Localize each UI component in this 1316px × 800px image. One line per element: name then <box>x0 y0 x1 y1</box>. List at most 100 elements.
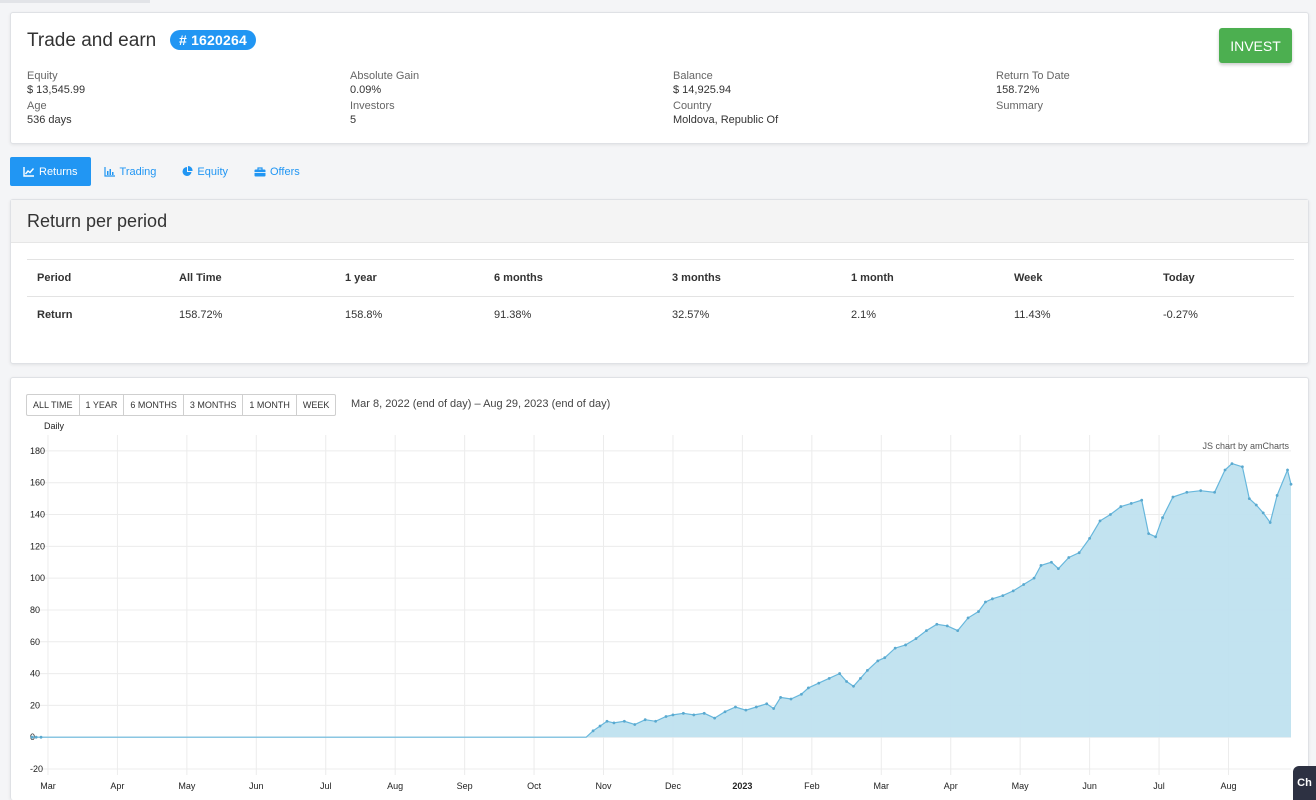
table-cell: 11.43% <box>1004 296 1153 334</box>
x-tick-label: Dec <box>665 781 682 791</box>
tab-equity[interactable]: Equity <box>169 157 241 186</box>
range-button-1-year[interactable]: 1 YEAR <box>80 395 125 415</box>
stat-label: Country <box>673 100 712 112</box>
chat-button[interactable]: Ch <box>1293 766 1316 800</box>
data-point <box>1067 556 1071 559</box>
stat-return-to-date: Return To Date 158.72% <box>996 69 1070 97</box>
returns-chart-card: ALL TIME 1 YEAR 6 MONTHS 3 MONTHS 1 MONT… <box>10 377 1309 800</box>
bar-chart-icon <box>103 167 115 177</box>
table-cell: 91.38% <box>484 296 662 334</box>
data-point <box>935 622 939 626</box>
data-point <box>904 643 907 647</box>
data-point <box>806 686 810 690</box>
data-point <box>664 715 668 718</box>
stat-value: $ 13,545.99 <box>27 84 86 96</box>
data-point <box>1185 490 1189 494</box>
column-header: Today <box>1153 259 1294 297</box>
data-point <box>1171 495 1175 499</box>
data-point <box>34 735 38 739</box>
data-point <box>1129 501 1133 505</box>
stat-value: 5 <box>350 114 357 126</box>
x-tick-label: Oct <box>527 781 542 791</box>
stat-label: Equity <box>27 70 58 82</box>
stat-equity: Equity $ 13,545.99 <box>27 69 85 97</box>
data-point <box>945 624 949 628</box>
range-button-3-months[interactable]: 3 MONTHS <box>184 395 244 415</box>
stat-country: Country Moldova, Republic Of <box>673 99 778 127</box>
tab-bar: Returns Trading Equity Offers <box>10 157 313 186</box>
briefcase-icon <box>254 166 266 176</box>
data-point <box>925 629 928 633</box>
tab-label: Equity <box>197 165 228 178</box>
table-cell: 2.1% <box>841 296 1004 334</box>
stat-absolute-gain: Absolute Gain 0.09% <box>350 69 419 97</box>
range-button-all-time[interactable]: ALL TIME <box>27 395 80 415</box>
stat-value: 536 days <box>27 114 72 126</box>
invest-button[interactable]: INVEST <box>1219 28 1292 63</box>
x-tick-label: Feb <box>804 781 820 791</box>
data-point <box>1050 560 1053 564</box>
data-point <box>671 713 675 717</box>
tab-label: Trading <box>119 165 157 178</box>
y-tick-label: 40 <box>30 669 40 679</box>
data-point <box>1289 482 1293 486</box>
data-point <box>827 676 831 680</box>
stat-value: 0.09% <box>350 84 382 96</box>
data-point <box>865 668 869 672</box>
y-tick-label: 80 <box>30 605 40 615</box>
data-point <box>1022 583 1026 586</box>
range-selector: ALL TIME 1 YEAR 6 MONTHS 3 MONTHS 1 MONT… <box>26 394 337 416</box>
x-tick-label: Aug <box>1220 781 1236 791</box>
y-tick-label: 140 <box>30 510 45 520</box>
stat-value: $ 14,925.94 <box>673 84 732 96</box>
data-point <box>914 637 918 640</box>
data-point <box>838 672 842 675</box>
data-point <box>984 600 987 604</box>
tab-returns[interactable]: Returns <box>10 157 91 186</box>
stat-investors: Investors 5 <box>350 99 395 127</box>
data-point <box>966 616 970 620</box>
data-point <box>1077 551 1081 555</box>
data-point <box>643 718 647 722</box>
data-point <box>702 711 706 715</box>
range-button-week[interactable]: WEEK <box>302 400 330 410</box>
stat-label: Age <box>27 100 47 112</box>
x-tick-label: Aug <box>387 781 403 791</box>
column-header: All Time <box>169 259 335 297</box>
tab-trading[interactable]: Trading <box>91 157 170 186</box>
table-cell: 32.57% <box>662 296 841 334</box>
tab-label: Returns <box>39 165 78 178</box>
data-point <box>1161 516 1164 520</box>
data-point <box>977 610 980 613</box>
x-tick-label: Nov <box>596 781 613 791</box>
data-point <box>1199 489 1203 493</box>
data-point <box>765 702 769 706</box>
period-label: Daily <box>44 421 65 431</box>
data-point <box>859 676 862 680</box>
data-point <box>591 729 595 733</box>
x-tick-label: 2023 <box>732 781 752 791</box>
data-point <box>1039 564 1043 567</box>
strategy-header-card: Trade and earn # 1620264 INVEST Equity $… <box>10 12 1309 144</box>
column-header: 3 months <box>662 259 841 297</box>
data-point <box>845 680 848 683</box>
data-point <box>605 719 609 723</box>
tab-offers[interactable]: Offers <box>241 157 313 186</box>
x-tick-label: Mar <box>40 781 56 791</box>
data-point <box>1056 567 1060 570</box>
x-tick-label: Jun <box>1082 781 1097 791</box>
top-edge-strip <box>0 0 150 3</box>
data-point <box>1001 594 1005 598</box>
x-tick-label: Sep <box>457 781 473 791</box>
data-point <box>1223 468 1227 472</box>
stat-summary: Summary <box>996 99 1043 113</box>
data-point <box>39 735 43 739</box>
column-header: 1 month <box>841 259 1004 297</box>
data-point <box>1247 497 1251 501</box>
y-tick-label: 160 <box>30 478 45 488</box>
data-point <box>779 696 782 699</box>
data-point <box>1119 505 1123 508</box>
range-button-1-month[interactable]: 1 MONTH <box>243 395 297 415</box>
stat-label: Absolute Gain <box>350 70 420 82</box>
range-button-6-months[interactable]: 6 MONTHS <box>124 395 184 415</box>
